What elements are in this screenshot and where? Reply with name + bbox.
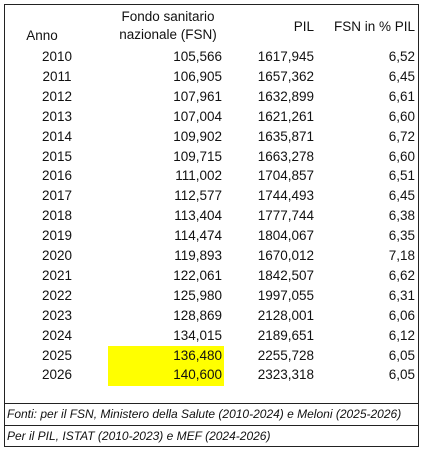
year-cell: 2026 <box>41 367 73 383</box>
pil-cell: 1617,945 <box>257 49 314 64</box>
fsn-cell: 114,474 <box>174 228 222 244</box>
ratio-cell: 7,18 <box>388 248 415 263</box>
pil-cell: 2189,651 <box>257 327 314 343</box>
fsn-cell: 109,715 <box>173 148 222 164</box>
ratio-cell: 6,06 <box>388 307 415 323</box>
header-ratio: FSN in % PIL <box>333 19 415 34</box>
ratio-cell: 6,35 <box>388 228 415 244</box>
pil-cell: 1704,857 <box>257 168 314 184</box>
pil-cell: 1663,278 <box>257 148 314 164</box>
ratio-cell: 6,38 <box>388 208 415 224</box>
fsn-cell: 113,404 <box>174 208 222 224</box>
fsn-cell: 109,902 <box>173 128 222 144</box>
pil-cell: 2323,318 <box>257 367 314 383</box>
ratio-cell: 6,60 <box>388 148 415 164</box>
fsn-cell: 140,600 <box>173 367 222 383</box>
source-note: Per il PIL, ISTAT (2010-2023) e MEF (202… <box>4 425 419 447</box>
fsn-cell: 105,566 <box>173 49 222 64</box>
pil-cell: 2128,001 <box>257 307 314 323</box>
fsn-cell: 106,905 <box>173 68 222 84</box>
ratio-cell: 6,52 <box>388 49 415 64</box>
year-cell: 2014 <box>41 128 73 144</box>
year-cell: 2013 <box>41 108 73 124</box>
ratio-cell: 6,05 <box>388 367 415 383</box>
table-frame <box>4 4 419 447</box>
year-cell: 2025 <box>41 347 73 363</box>
fsn-cell: 112,577 <box>174 188 222 204</box>
year-cell: 2020 <box>41 248 73 263</box>
ratio-cell: 6,12 <box>388 327 415 343</box>
fsn-cell: 125,980 <box>173 287 222 303</box>
pil-cell: 1670,012 <box>257 248 314 263</box>
ratio-cell: 6,61 <box>388 88 415 104</box>
pil-cell: 1997,055 <box>257 287 314 303</box>
ratio-cell: 6,72 <box>388 128 415 144</box>
year-cell: 2024 <box>41 327 73 343</box>
ratio-cell: 6,05 <box>388 347 415 363</box>
pil-cell: 1621,261 <box>257 108 314 124</box>
ratio-cell: 6,31 <box>388 287 415 303</box>
fsn-cell: 119,893 <box>174 248 222 263</box>
year-cell: 2017 <box>41 188 73 204</box>
highlight <box>108 345 224 366</box>
fsn-cell: 107,004 <box>173 108 222 124</box>
year-cell: 2015 <box>41 148 73 164</box>
pil-cell: 1777,744 <box>257 208 314 224</box>
pil-cell: 1632,899 <box>257 88 314 104</box>
ratio-cell: 6,62 <box>388 267 415 283</box>
pil-cell: 1635,871 <box>257 128 314 144</box>
ratio-cell: 6,45 <box>388 68 415 84</box>
ratio-cell: 6,51 <box>388 168 415 184</box>
year-cell: 2021 <box>41 267 73 283</box>
year-cell: 2023 <box>41 307 73 323</box>
year-cell: 2018 <box>41 208 73 224</box>
header-pil: PIL <box>293 19 314 34</box>
pil-cell: 1657,362 <box>257 68 314 84</box>
header-year: Anno <box>26 28 58 43</box>
fsn-cell: 136,480 <box>173 347 222 363</box>
ratio-cell: 6,60 <box>388 108 415 124</box>
fsn-cell: 128,869 <box>173 307 222 323</box>
pil-cell: 1804,067 <box>257 228 314 244</box>
pil-cell: 1744,493 <box>257 188 314 204</box>
fsn-cell: 134,015 <box>173 327 222 343</box>
header-fsn: nazionale (FSN) <box>119 27 217 42</box>
year-cell: 2019 <box>41 228 73 244</box>
fsn-cell: 111,002 <box>175 168 222 184</box>
year-cell: 2011 <box>42 68 72 84</box>
year-cell: 2016 <box>41 168 73 184</box>
fsn-cell: 122,061 <box>173 267 222 283</box>
year-cell: 2012 <box>41 88 73 104</box>
year-cell: 2010 <box>41 49 73 64</box>
pil-cell: 2255,728 <box>257 347 314 363</box>
source-note: Fonti: per il FSN, Ministero della Salut… <box>4 403 419 425</box>
year-cell: 2022 <box>41 287 73 303</box>
pil-cell: 1842,507 <box>257 267 314 283</box>
highlight <box>108 365 224 386</box>
ratio-cell: 6,45 <box>388 188 415 204</box>
fsn-cell: 107,961 <box>173 88 222 104</box>
header-fsn: Fondo sanitario <box>121 9 215 24</box>
